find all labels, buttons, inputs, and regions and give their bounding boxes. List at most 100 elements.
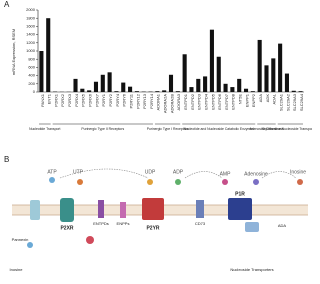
x-tick-label: ADAL bbox=[272, 93, 277, 104]
y-tick-label: 200 bbox=[28, 81, 35, 86]
bar bbox=[271, 58, 276, 92]
p1-receptor bbox=[228, 198, 252, 220]
bar bbox=[291, 90, 296, 92]
bar bbox=[134, 91, 139, 92]
bar bbox=[278, 43, 283, 92]
label: CD73 bbox=[195, 221, 206, 226]
x-tick-label: ENT1 bbox=[47, 93, 52, 104]
x-tick-label: SLC29A3 bbox=[292, 93, 297, 111]
bar bbox=[87, 90, 92, 92]
x-tick-label: P2RY6 bbox=[122, 93, 127, 106]
diagram: ATP UTP UDP ADP AMP Adenosine Inosine Pa… bbox=[10, 168, 308, 272]
x-tick-label: P2RY13 bbox=[142, 93, 147, 109]
group-label: Adenosine Deaminase bbox=[249, 127, 283, 131]
bar bbox=[284, 73, 289, 92]
y-axis-label: mRNA Expression, RSEM bbox=[11, 29, 16, 75]
bar bbox=[257, 39, 262, 92]
panel-label: B bbox=[4, 155, 9, 164]
group-label: Purinergic Type I Receptors bbox=[147, 127, 189, 131]
arrow bbox=[261, 171, 297, 179]
bar bbox=[237, 78, 242, 92]
bar bbox=[196, 78, 201, 92]
x-tick-label: SLC29A1 bbox=[278, 93, 283, 111]
x-tick-label: ENTPD8 bbox=[231, 93, 236, 110]
group-label: Equilibrative Nucleoside Transporters bbox=[262, 127, 312, 131]
bar bbox=[80, 88, 85, 92]
x-tick-label: ENTPD1 bbox=[183, 93, 188, 110]
x-tick-label: ENTPD4 bbox=[203, 93, 208, 110]
bar bbox=[223, 83, 228, 92]
bar bbox=[175, 91, 180, 92]
label: UTP bbox=[73, 169, 84, 175]
bar bbox=[39, 51, 44, 92]
x-tick-label: NT5E bbox=[238, 94, 243, 105]
label: AMP bbox=[220, 171, 232, 177]
bar bbox=[155, 91, 160, 92]
x-tick-label: ENTPD5 bbox=[210, 93, 215, 110]
bar bbox=[73, 78, 78, 92]
x-tick-label: P2RX6 bbox=[88, 93, 93, 106]
x-tick-label: SLC29A2 bbox=[285, 93, 290, 111]
molecule bbox=[222, 179, 228, 185]
entpd bbox=[98, 200, 104, 218]
x-tick-label: ENTPD3 bbox=[197, 93, 202, 110]
group-label: Nucleotide and Nucleoside Catabolic Enzy… bbox=[184, 127, 255, 131]
y-tick-label: 1000 bbox=[26, 48, 36, 53]
y-tick-label: 0 bbox=[33, 89, 36, 94]
bar bbox=[250, 91, 255, 92]
x-tick-label: ENTPD6 bbox=[217, 93, 222, 110]
arrow bbox=[59, 168, 149, 179]
molecule bbox=[175, 179, 181, 185]
molecule bbox=[147, 179, 153, 185]
x-tick-label: ENTPD2 bbox=[190, 93, 195, 110]
arrow bbox=[184, 171, 223, 179]
molecule bbox=[77, 179, 83, 185]
x-tick-label: P2RX4 bbox=[74, 93, 79, 106]
pannexin-channel bbox=[30, 200, 40, 220]
molecule bbox=[253, 179, 259, 185]
bar bbox=[243, 88, 249, 92]
molecule bbox=[27, 242, 33, 248]
molecule bbox=[86, 236, 94, 244]
bar bbox=[189, 87, 194, 92]
bar bbox=[203, 76, 208, 92]
bar bbox=[182, 54, 187, 92]
label: ATP bbox=[47, 169, 57, 175]
y-tick-label: 800 bbox=[28, 56, 35, 61]
x-tick-label: P2RX2 bbox=[60, 93, 65, 106]
group-label: Nucleotide Transport bbox=[29, 127, 60, 131]
label: P1R bbox=[235, 191, 245, 197]
y-tick-label: 1400 bbox=[26, 32, 36, 37]
bar bbox=[93, 81, 99, 92]
label: Inosine bbox=[290, 169, 306, 175]
label: ENTPDs bbox=[93, 221, 109, 226]
cd73 bbox=[196, 200, 204, 218]
transporter bbox=[245, 222, 259, 232]
bar bbox=[209, 29, 214, 92]
x-tick-label: ADA bbox=[258, 94, 263, 103]
label: UDP bbox=[145, 169, 156, 175]
y-tick-label: 600 bbox=[28, 64, 35, 69]
bar bbox=[107, 72, 112, 92]
x-tick-label: ENTPD7 bbox=[224, 93, 229, 110]
figure: A B mRNA Expression, RSEM ATP UTP UDP AD… bbox=[4, 0, 312, 272]
bar bbox=[298, 91, 303, 92]
x-tick-label: PANX1 bbox=[40, 93, 45, 107]
bar bbox=[46, 18, 51, 93]
group-label: Purinergic Type II Receptors bbox=[81, 127, 124, 131]
molecule bbox=[49, 177, 55, 183]
x-tick-label: ADK bbox=[265, 94, 270, 103]
enpp bbox=[120, 202, 126, 218]
x-tick-label: P2RY11 bbox=[128, 93, 133, 108]
x-tick-label: ADORA1 bbox=[156, 93, 161, 110]
bar bbox=[162, 90, 167, 92]
label: Adenosine bbox=[244, 171, 268, 177]
bar bbox=[114, 91, 119, 92]
y-tick-label: 400 bbox=[28, 73, 35, 78]
x-tick-label: P2RY12 bbox=[135, 93, 140, 109]
p2y-receptor bbox=[142, 198, 164, 220]
label: ADP bbox=[173, 169, 184, 175]
label: Nucleoside Transporters bbox=[230, 267, 273, 272]
x-tick-label: P2RX5 bbox=[81, 93, 86, 106]
bar bbox=[121, 82, 126, 92]
